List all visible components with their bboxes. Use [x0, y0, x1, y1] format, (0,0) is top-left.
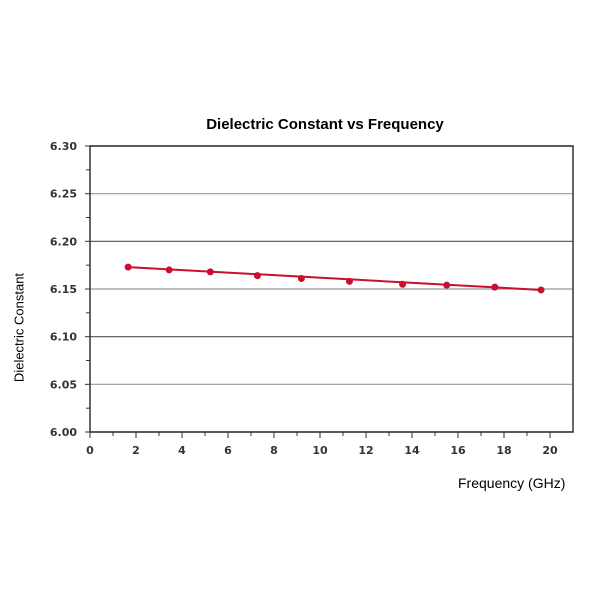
- y-tick-label: 6.25: [50, 188, 77, 201]
- data-point: [206, 268, 214, 276]
- data-point: [491, 283, 499, 291]
- data-point: [165, 266, 173, 274]
- y-tick-label: 6.15: [50, 283, 77, 296]
- y-tick-label: 6.20: [50, 235, 77, 248]
- y-tick-label: 6.00: [50, 426, 77, 439]
- x-tick-label: 0: [86, 444, 94, 457]
- data-point: [297, 275, 305, 283]
- y-tick-label: 6.30: [50, 140, 77, 153]
- x-tick-label: 12: [358, 444, 373, 457]
- data-point: [345, 277, 353, 285]
- data-point: [443, 281, 451, 289]
- data-point: [399, 280, 407, 288]
- x-tick-label: 2: [132, 444, 140, 457]
- x-tick-label: 20: [542, 444, 558, 457]
- y-tick-label: 6.05: [50, 378, 77, 391]
- x-tick-label: 8: [270, 444, 278, 457]
- x-tick-label: 16: [450, 444, 466, 457]
- data-point: [253, 272, 261, 280]
- x-tick-label: 4: [178, 444, 186, 457]
- x-tick-label: 18: [496, 444, 511, 457]
- x-axis-label: Frequency (GHz): [458, 475, 566, 491]
- data-point: [537, 286, 545, 294]
- plot-frame: [89, 145, 574, 433]
- chart-title: Dielectric Constant vs Frequency: [206, 116, 444, 133]
- data-point: [124, 263, 132, 271]
- y-tick-label: 6.10: [50, 331, 77, 344]
- x-tick-label: 10: [312, 444, 328, 457]
- x-tick-label: 6: [224, 444, 232, 457]
- x-tick-label: 14: [404, 444, 420, 457]
- trend-line: [128, 266, 542, 291]
